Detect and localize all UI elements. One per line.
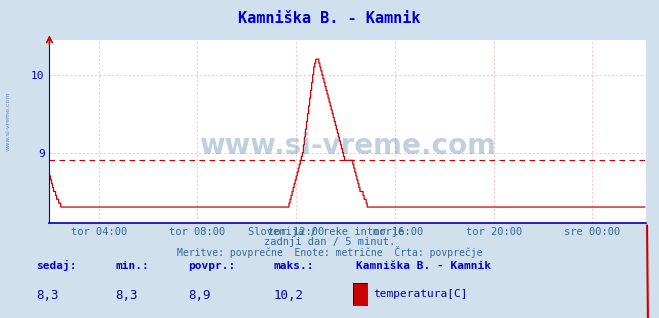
- Text: www.si-vreme.com: www.si-vreme.com: [5, 91, 11, 151]
- Text: zadnji dan / 5 minut.: zadnji dan / 5 minut.: [264, 237, 395, 247]
- Text: Slovenija / reke in morje.: Slovenija / reke in morje.: [248, 227, 411, 237]
- Text: Kamniška B. - Kamnik: Kamniška B. - Kamnik: [356, 261, 491, 271]
- Text: povpr.:: povpr.:: [188, 261, 235, 271]
- Text: 8,3: 8,3: [36, 289, 59, 302]
- Text: sedaj:: sedaj:: [36, 260, 76, 271]
- Text: maks.:: maks.:: [273, 261, 314, 271]
- Text: temperatura[C]: temperatura[C]: [373, 289, 467, 299]
- Text: www.si-vreme.com: www.si-vreme.com: [199, 132, 496, 160]
- Text: 10,2: 10,2: [273, 289, 304, 302]
- Text: min.:: min.:: [115, 261, 149, 271]
- Text: 8,9: 8,9: [188, 289, 210, 302]
- Text: Kamniška B. - Kamnik: Kamniška B. - Kamnik: [239, 11, 420, 26]
- Text: 8,3: 8,3: [115, 289, 138, 302]
- Text: Meritve: povprečne  Enote: metrične  Črta: povprečje: Meritve: povprečne Enote: metrične Črta:…: [177, 246, 482, 259]
